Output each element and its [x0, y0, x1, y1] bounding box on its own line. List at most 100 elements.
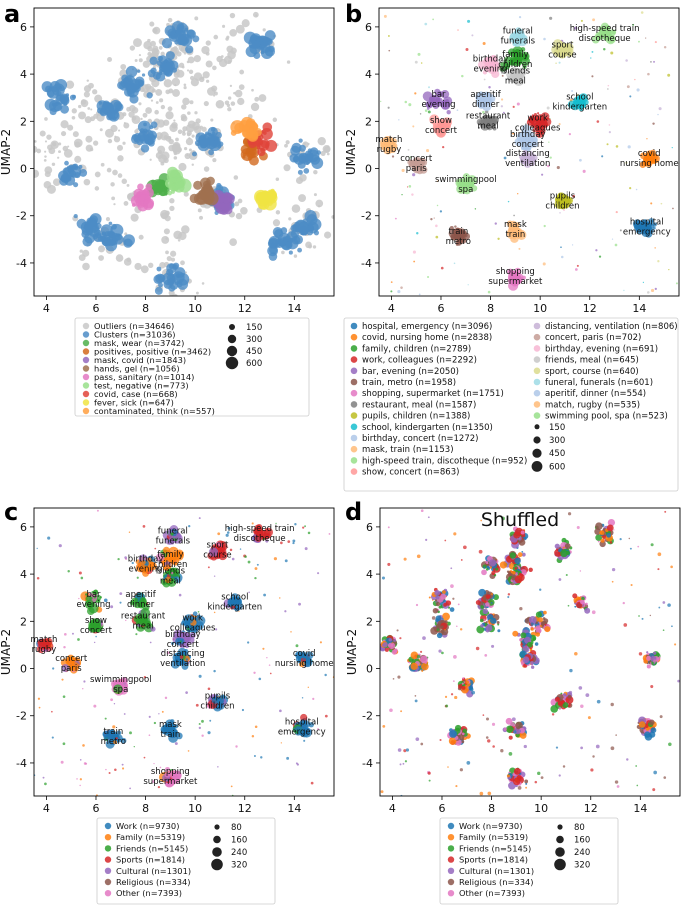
cluster-point: [170, 571, 174, 575]
cluster-point: [519, 155, 528, 163]
outlier-point: [201, 282, 205, 285]
shuffled-point: [478, 549, 483, 554]
background-point: [412, 173, 416, 177]
background-point: [400, 286, 403, 289]
topic-point: [137, 183, 144, 191]
legend-label: work, colleagues (n=2292): [362, 356, 477, 366]
legend-marker: [447, 878, 455, 886]
outlier-point: [113, 203, 116, 206]
cluster-point: [513, 228, 523, 239]
outlier-point: [186, 130, 192, 136]
cluster-point: [73, 182, 79, 188]
cluster-label-line: emergency: [278, 728, 326, 738]
background-point: [254, 567, 258, 571]
shuffled-point: [488, 559, 497, 567]
cluster-point: [523, 150, 529, 155]
legend-label: concert, paris (n=702): [545, 333, 641, 343]
shuffled-point: [450, 693, 454, 696]
outlier-point: [293, 254, 298, 258]
shuffled-point: [416, 654, 421, 659]
background-point: [42, 776, 45, 779]
outlier-point: [193, 54, 201, 63]
legend-size-label: 320: [231, 861, 247, 871]
background-point: [273, 557, 277, 561]
shuffled-point: [646, 655, 652, 661]
legend-marker: [350, 457, 358, 464]
cluster-label-line: course: [203, 550, 231, 560]
shuffled-point: [485, 717, 490, 721]
topic-point: [193, 180, 203, 190]
legend: Work (n=9730)Family (n=5319)Friends (n=5…: [439, 817, 619, 905]
background-point: [79, 759, 82, 761]
outlier-point: [275, 177, 280, 181]
outlier-point: [44, 117, 48, 121]
cluster-label-line: train: [160, 730, 180, 740]
legend-label: Outliers (n=34646): [94, 321, 174, 331]
background-point: [213, 575, 216, 577]
legend-label: mask, covid (n=1843): [94, 355, 186, 365]
cluster-label-line: nursing home: [620, 159, 679, 169]
shuffled-point: [485, 620, 488, 624]
outlier-point: [58, 150, 61, 154]
outlier-point: [128, 111, 135, 118]
background-point: [531, 128, 533, 130]
shuffled-point: [606, 524, 614, 532]
background-point: [610, 51, 614, 55]
cluster-point: [148, 139, 155, 147]
legend-size-label: 300: [549, 436, 565, 446]
background-point: [239, 548, 242, 550]
cluster-label: bar evening: [76, 590, 110, 610]
shuffled-point: [445, 600, 452, 606]
legend-marker: [447, 822, 455, 830]
shuffled-point: [585, 693, 590, 697]
outlier-point: [140, 265, 149, 274]
cluster-label-line: ventilation: [160, 659, 205, 669]
outlier-point: [320, 150, 326, 157]
x-tick-label: 4: [43, 302, 50, 315]
cluster-label-line: kindergarten: [207, 602, 262, 612]
outlier-point: [83, 91, 90, 98]
cluster-point: [645, 230, 653, 238]
cluster-point: [417, 162, 422, 167]
outlier-point: [80, 99, 89, 108]
outlier-point: [158, 46, 163, 50]
cluster-point: [154, 286, 163, 295]
shuffled-point: [650, 543, 654, 547]
background-point: [383, 14, 387, 18]
legend-label: Friends (n=5145): [459, 843, 531, 853]
topic-point: [240, 144, 250, 155]
background-point: [287, 540, 291, 543]
shuffled-point: [595, 534, 603, 542]
background-point: [500, 105, 504, 108]
cluster-label-line: hospital: [630, 218, 664, 228]
outlier-point: [272, 117, 278, 123]
shuffled-point: [592, 755, 595, 758]
shuffled-point: [607, 518, 616, 527]
topic-point: [252, 123, 259, 129]
cluster-point: [438, 98, 441, 101]
cluster-point: [176, 281, 183, 288]
background-point: [500, 98, 504, 101]
background-point: [541, 173, 544, 176]
cluster-point: [531, 137, 538, 144]
shuffled-point: [489, 566, 492, 569]
shuffled-point: [653, 651, 657, 655]
outlier-point: [140, 117, 143, 121]
background-point: [201, 734, 204, 737]
background-point: [502, 111, 505, 114]
outlier-point: [131, 115, 141, 124]
cluster-point: [115, 737, 118, 740]
cluster-point: [177, 574, 181, 578]
outlier-point: [313, 169, 318, 175]
x-tick-label: 6: [438, 802, 445, 815]
shuffled-point: [496, 620, 500, 625]
shuffled-point: [480, 519, 483, 522]
outlier-point: [183, 51, 187, 55]
shuffled-point: [434, 590, 441, 596]
topic-point: [258, 199, 270, 211]
shuffled-point: [668, 742, 672, 747]
cluster-label-line: meal: [505, 76, 526, 86]
outlier-point: [173, 156, 178, 160]
cluster-point: [166, 273, 177, 284]
